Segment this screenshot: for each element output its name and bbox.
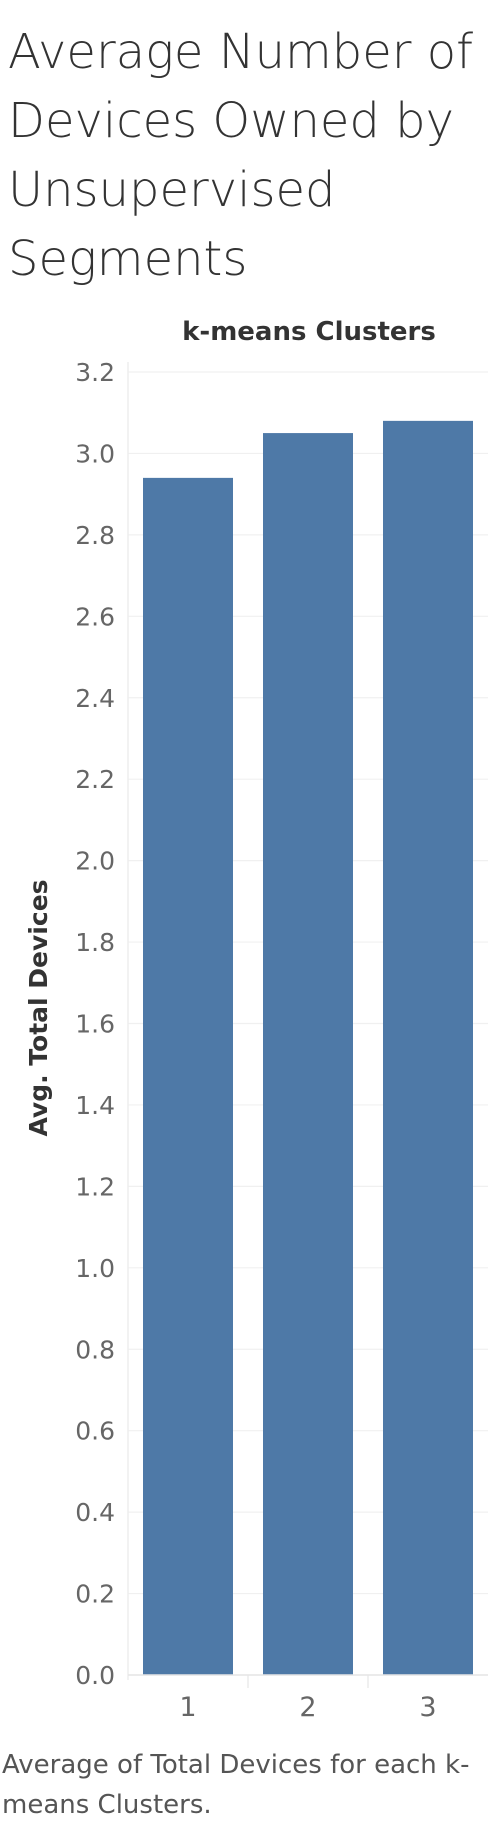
- y-tick-label: 2.8: [75, 521, 115, 550]
- y-tick-label: 1.4: [75, 1091, 115, 1120]
- y-tick-label: 0.6: [75, 1417, 115, 1446]
- y-tick-label: 3.2: [75, 358, 115, 387]
- y-tick-label: 0.0: [75, 1661, 115, 1690]
- y-tick-label: 2.4: [75, 684, 115, 713]
- y-tick-label: 2.6: [75, 602, 115, 631]
- x-tick-label: 3: [419, 1692, 436, 1723]
- y-tick-label: 3.0: [75, 439, 115, 468]
- y-tick-label: 1.6: [75, 1010, 115, 1039]
- chart-title: Average Number of Devices Owned by Unsup…: [8, 24, 474, 287]
- chart-caption: Average of Total Devices for each k-mean…: [2, 1750, 470, 1820]
- y-tick-label: 2.2: [75, 765, 115, 794]
- y-tick-label: 1.8: [75, 928, 115, 957]
- bar-cluster-1[interactable]: [143, 477, 233, 1675]
- x-tick-label: 2: [299, 1692, 316, 1723]
- y-tick-label: 1.0: [75, 1254, 115, 1283]
- y-tick-label: 0.2: [75, 1580, 115, 1609]
- x-axis-ticks: 1 2 3: [179, 1675, 437, 1723]
- bars: [143, 420, 473, 1675]
- y-tick-label: 0.4: [75, 1498, 115, 1527]
- y-tick-label: 1.2: [75, 1172, 115, 1201]
- y-axis-title: Avg. Total Devices: [24, 879, 53, 1136]
- bar-cluster-3[interactable]: [383, 420, 473, 1675]
- bar-cluster-2[interactable]: [263, 433, 353, 1675]
- x-axis-header: k-means Clusters: [182, 317, 436, 347]
- y-axis-ticks: 0.0 0.2 0.4 0.6 0.8 1.0 1.2 1.4 1.6 1.8 2.0 2.2 2.4 2…: [75, 358, 115, 1690]
- y-tick-label: 2.0: [75, 847, 115, 876]
- y-tick-label: 0.8: [75, 1335, 115, 1364]
- x-tick-label: 1: [179, 1692, 196, 1723]
- bar-chart: k-means Clusters Avg. Total Devices 0.00…: [24, 317, 488, 1723]
